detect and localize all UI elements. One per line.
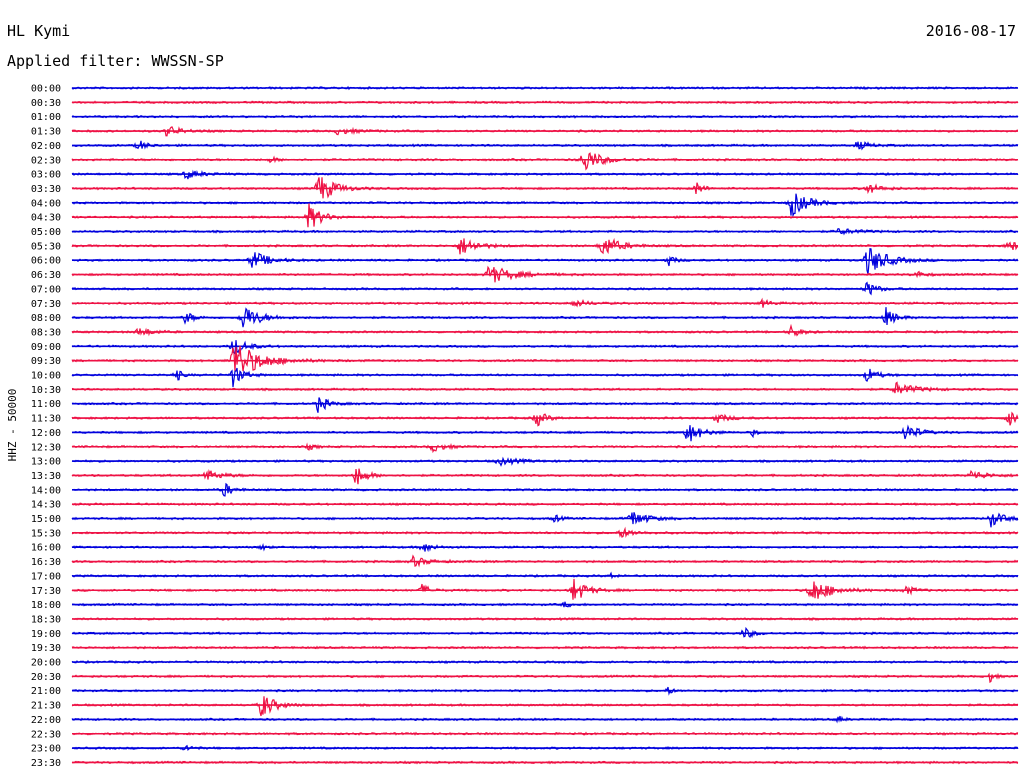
trace-group: 00:00 00:30 01:00 01:30 02:00 02:30 03:00 03:30… xyxy=(31,84,1019,769)
trace-line xyxy=(71,152,1019,171)
time-label: 08:30 xyxy=(31,327,61,338)
time-label: 15:30 xyxy=(31,528,61,539)
time-label: 03:30 xyxy=(31,184,61,195)
time-label: 23:30 xyxy=(31,758,61,769)
time-label: 15:00 xyxy=(31,514,61,525)
time-label: 07:00 xyxy=(31,284,61,295)
time-label: 14:00 xyxy=(31,485,61,496)
time-label: 23:00 xyxy=(31,744,61,755)
time-label: 05:00 xyxy=(31,227,61,238)
time-label: 21:00 xyxy=(31,686,61,697)
time-label: 06:00 xyxy=(31,256,61,267)
time-label: 21:30 xyxy=(31,701,61,712)
time-label: 00:30 xyxy=(31,98,61,109)
trace-line xyxy=(71,512,1019,528)
time-label: 22:00 xyxy=(31,715,61,726)
trace-line xyxy=(71,696,1019,717)
time-label: 12:00 xyxy=(31,428,61,439)
time-label: 16:00 xyxy=(31,543,61,554)
time-label: 10:30 xyxy=(31,385,61,396)
time-label: 17:30 xyxy=(31,586,61,597)
time-label: 13:00 xyxy=(31,457,61,468)
time-label: 14:30 xyxy=(31,500,61,511)
time-label: 18:00 xyxy=(31,600,61,611)
trace-line xyxy=(71,203,1019,228)
time-label: 04:00 xyxy=(31,198,61,209)
time-label: 17:00 xyxy=(31,571,61,582)
trace-line xyxy=(71,543,1019,553)
time-label: 00:00 xyxy=(31,84,61,95)
time-label: 11:30 xyxy=(31,414,61,425)
time-label: 20:00 xyxy=(31,658,61,669)
time-label: 22:30 xyxy=(31,729,61,740)
time-label: 06:30 xyxy=(31,270,61,281)
time-label: 02:30 xyxy=(31,155,61,166)
time-label: 16:30 xyxy=(31,557,61,568)
filter-label: Applied filter: WWSSN-SP xyxy=(7,52,224,70)
time-label: 18:30 xyxy=(31,614,61,625)
trace-line xyxy=(71,397,1019,413)
trace-line xyxy=(71,193,1019,218)
time-label: 07:30 xyxy=(31,299,61,310)
time-label: 20:30 xyxy=(31,672,61,683)
date-label: 2016-08-17 xyxy=(926,22,1016,40)
time-label: 11:00 xyxy=(31,399,61,410)
trace-line xyxy=(71,411,1019,427)
trace-line xyxy=(71,672,1019,684)
trace-line xyxy=(71,247,1019,275)
trace-line xyxy=(71,169,1019,180)
time-label: 08:00 xyxy=(31,313,61,324)
time-label: 01:00 xyxy=(31,112,61,123)
trace-line xyxy=(71,367,1019,388)
trace-line xyxy=(71,456,1019,467)
time-label: 09:30 xyxy=(31,356,61,367)
trace-line xyxy=(71,442,1019,454)
trace-line xyxy=(71,468,1019,485)
time-label: 09:00 xyxy=(31,342,61,353)
time-label: 04:30 xyxy=(31,213,61,224)
time-label: 03:00 xyxy=(31,170,61,181)
time-label: 19:00 xyxy=(31,629,61,640)
time-label: 19:30 xyxy=(31,643,61,654)
trace-line xyxy=(71,323,1019,337)
trace-line xyxy=(71,345,1019,372)
y-axis-label: HHZ - 50000 xyxy=(6,389,19,462)
time-label: 10:00 xyxy=(31,371,61,382)
trace-line xyxy=(71,578,1019,600)
time-label: 01:30 xyxy=(31,127,61,138)
trace-line xyxy=(71,381,1019,394)
station-title: HL Kymi xyxy=(7,22,70,40)
time-label: 02:00 xyxy=(31,141,61,152)
time-label: 12:30 xyxy=(31,442,61,453)
time-label: 05:30 xyxy=(31,241,61,252)
time-label: 13:30 xyxy=(31,471,61,482)
